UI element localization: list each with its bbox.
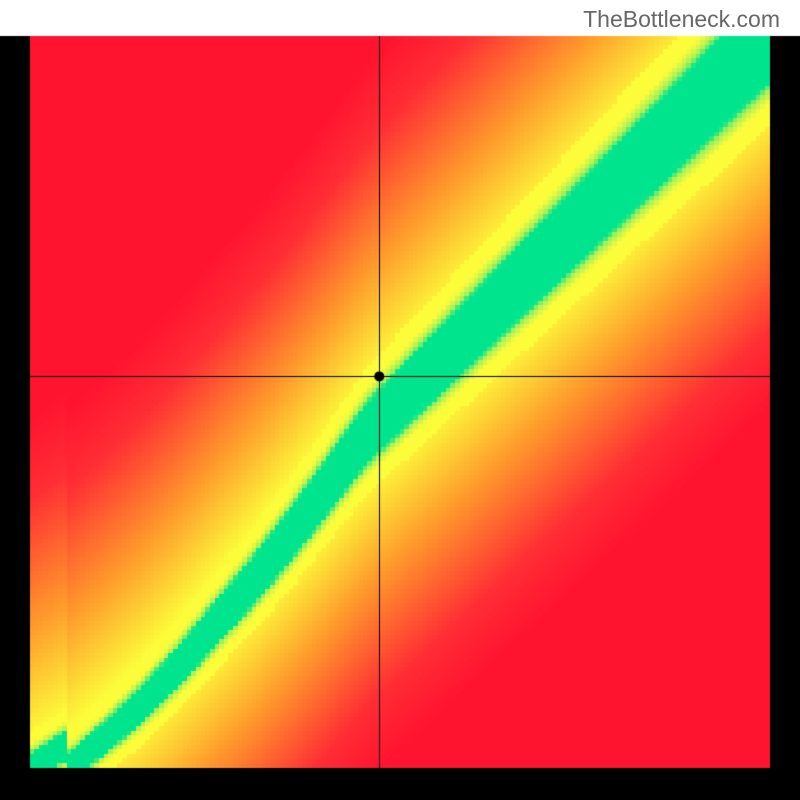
- chart-container: TheBottleneck.com: [0, 0, 800, 800]
- attribution-text: TheBottleneck.com: [583, 6, 780, 33]
- bottleneck-heatmap: [0, 0, 800, 800]
